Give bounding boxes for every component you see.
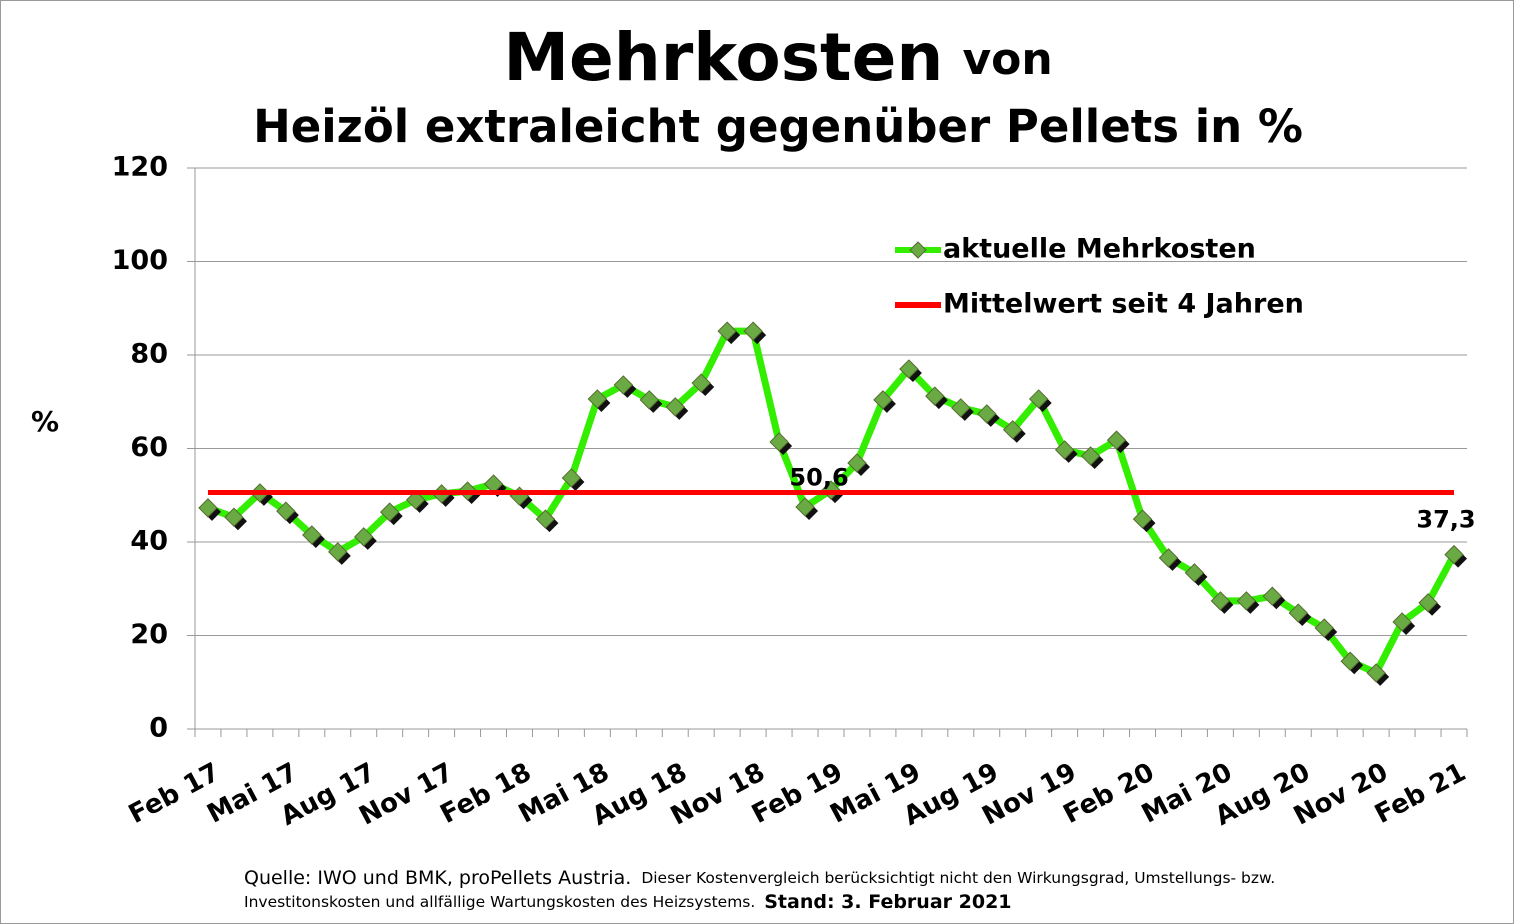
data-marker <box>354 527 374 547</box>
chart-title-suffix: von <box>962 34 1052 85</box>
legend-marker <box>909 241 927 259</box>
data-marker <box>847 453 867 473</box>
data-marker <box>1054 440 1075 460</box>
data-marker <box>561 468 582 488</box>
chart-title: Mehrkosten <box>503 19 943 96</box>
data-marker <box>613 375 634 395</box>
data-marker <box>951 398 971 418</box>
y-tick-label: 0 <box>149 713 168 744</box>
data-marker <box>535 509 556 529</box>
data-label: 37,3 <box>1416 506 1475 534</box>
data-marker <box>717 321 737 341</box>
data-marker <box>1080 446 1101 466</box>
data-marker <box>379 502 400 522</box>
data-marker <box>328 542 348 562</box>
data-marker <box>1444 544 1464 565</box>
footnote-line: Quelle: IWO und BMK, proPellets Austria.… <box>244 867 1275 889</box>
data-marker <box>1262 586 1283 606</box>
data-marker <box>1392 612 1412 632</box>
data-marker <box>769 432 789 452</box>
data-marker <box>639 390 659 410</box>
data-marker <box>405 490 426 510</box>
footnote-stand: Stand: 3. Februar 2021 <box>764 891 1011 913</box>
footnote-source: Quelle: IWO und BMK, proPellets Austria. <box>244 867 631 889</box>
data-marker <box>198 498 218 518</box>
footnote-note: Dieser Kostenvergleich berücksichtigt ni… <box>641 869 1275 887</box>
data-marker <box>1366 663 1386 683</box>
title-line: Mehrkosten von <box>503 19 1052 96</box>
data-marker <box>224 507 244 527</box>
data-marker <box>743 321 763 341</box>
data-marker <box>665 397 685 417</box>
data-marker <box>1106 430 1127 450</box>
data-marker <box>1314 618 1334 638</box>
footnote-note: Investitonskosten und allfällige Wartung… <box>244 893 755 911</box>
legend-label: Mittelwert seit 4 Jahren <box>943 289 1304 320</box>
data-marker <box>1184 563 1205 583</box>
data-marker <box>1003 420 1023 440</box>
mean-label: 50,6 <box>789 463 848 491</box>
data-marker <box>1132 509 1153 529</box>
data-marker <box>1418 593 1438 613</box>
data-marker <box>977 404 997 424</box>
data-marker <box>302 525 322 545</box>
data-marker <box>276 501 296 521</box>
data-marker <box>587 389 608 409</box>
data-marker <box>925 386 945 406</box>
y-tick-label: 80 <box>130 339 168 370</box>
y-tick-label: 120 <box>112 152 168 183</box>
y-axis-label: % <box>31 405 59 438</box>
footnote-line: Investitonskosten und allfällige Wartung… <box>244 891 1012 913</box>
chart-subtitle: Heizöl extraleicht gegenüber Pellets in … <box>253 100 1303 153</box>
y-tick-label: 20 <box>130 619 168 650</box>
y-tick-label: 40 <box>130 526 168 557</box>
data-marker <box>795 497 815 517</box>
data-marker <box>1158 548 1179 568</box>
data-marker <box>691 373 711 393</box>
data-marker <box>873 390 893 410</box>
legend-label: aktuelle Mehrkosten <box>943 234 1256 265</box>
data-marker <box>1236 591 1257 611</box>
data-marker <box>1288 603 1308 623</box>
data-marker <box>1028 389 1049 409</box>
data-marker <box>1210 591 1231 611</box>
y-tick-label: 60 <box>130 432 168 463</box>
data-marker <box>1340 651 1360 671</box>
data-marker <box>899 359 919 379</box>
y-tick-label: 100 <box>112 245 168 276</box>
